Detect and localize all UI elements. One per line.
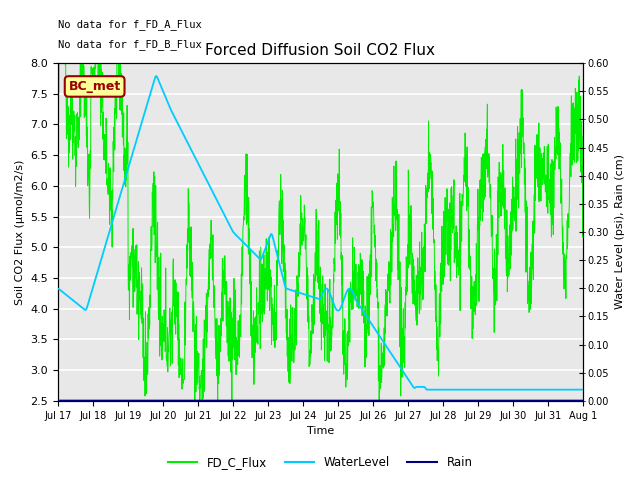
Legend: FD_C_Flux, WaterLevel, Rain: FD_C_Flux, WaterLevel, Rain <box>163 452 477 474</box>
Text: No data for f_FD_A_Flux: No data for f_FD_A_Flux <box>58 19 202 30</box>
Y-axis label: Water Level (psi), Rain (cm): Water Level (psi), Rain (cm) <box>615 155 625 310</box>
Text: No data for f_FD_B_Flux: No data for f_FD_B_Flux <box>58 39 202 50</box>
X-axis label: Time: Time <box>307 426 334 436</box>
Title: Forced Diffusion Soil CO2 Flux: Forced Diffusion Soil CO2 Flux <box>205 43 435 58</box>
Y-axis label: Soil CO2 Flux (μmol/m2/s): Soil CO2 Flux (μmol/m2/s) <box>15 159 25 305</box>
Text: BC_met: BC_met <box>68 80 121 93</box>
